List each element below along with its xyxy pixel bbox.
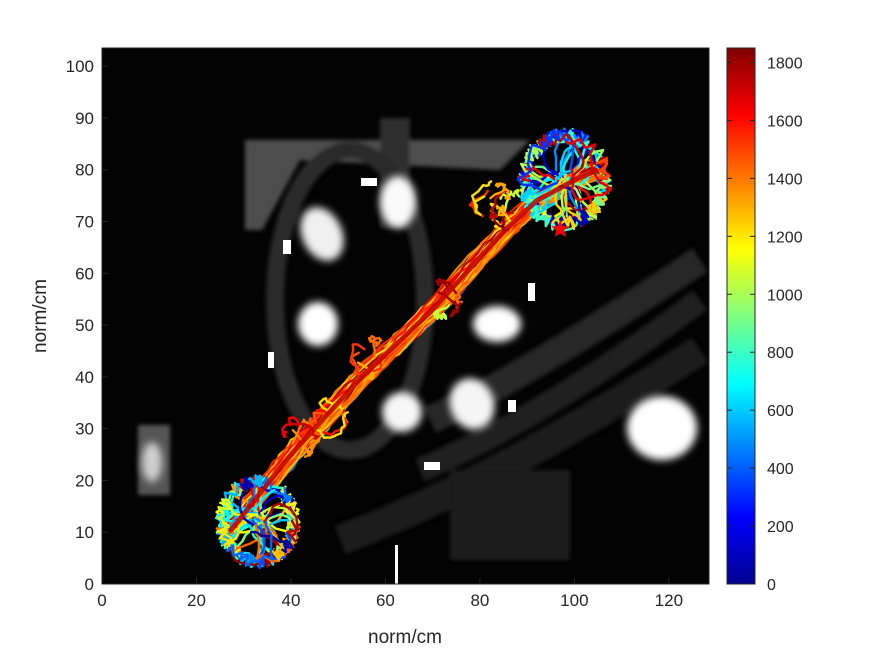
trajectory-segment — [496, 204, 508, 217]
trajectory-segment — [449, 291, 463, 309]
y-axis-label: norm/cm — [30, 279, 51, 353]
x-axis: 0 20 40 60 80 100 120 — [97, 578, 683, 610]
y-tick-label: 40 — [75, 368, 94, 387]
star-marker — [551, 219, 570, 237]
trajectory-segment — [435, 277, 458, 295]
trajectory-segment — [561, 173, 608, 222]
trajectory-segment — [437, 291, 462, 318]
trajectory-segment — [215, 498, 258, 534]
y-tick-label: 0 — [85, 575, 94, 594]
trajectory-segment — [489, 182, 511, 200]
colorbar-tick-label: 1600 — [767, 113, 803, 130]
colorbar-tick-label: 1200 — [767, 229, 803, 246]
colorbar-tick-label: 1000 — [767, 287, 803, 304]
y-tick-label: 80 — [75, 161, 94, 180]
trajectory-core — [227, 167, 600, 534]
colorbar-tick-label: 800 — [767, 345, 794, 362]
trajectory-segment — [281, 416, 305, 442]
trajectory-segment — [254, 524, 291, 563]
y-tick-label: 90 — [75, 109, 94, 128]
y-axis: 0 10 20 30 40 50 60 70 80 90 100 — [66, 57, 108, 594]
trajectory-segment — [564, 137, 613, 202]
trajectory-segment — [226, 520, 274, 567]
trajectory-segment — [367, 335, 383, 358]
colorbar-tick-label: 600 — [767, 403, 794, 420]
colorbar-tick-label: 1800 — [767, 55, 803, 72]
trajectory-segment — [516, 163, 573, 191]
colorbar: 0 200 400 600 800 1000 1200 1400 1600 1800 — [726, 47, 803, 594]
trajectory-segment — [499, 188, 521, 214]
y-tick-label: 30 — [75, 420, 94, 439]
trajectory-segment — [516, 128, 563, 191]
y-tick-label: 50 — [75, 316, 94, 335]
plot-area-frame — [101, 47, 710, 585]
colorbar-gradient — [726, 47, 756, 585]
x-tick-label: 40 — [281, 591, 300, 610]
x-tick-label: 120 — [655, 591, 683, 610]
y-tick-label: 10 — [75, 523, 94, 542]
trajectory-segment — [250, 530, 294, 554]
colorbar-tick-label: 1400 — [767, 171, 803, 188]
x-tick-label: 60 — [376, 591, 395, 610]
trajectory-bundle — [214, 127, 613, 570]
trajectory-segment — [520, 169, 573, 201]
x-tick-label: 20 — [187, 591, 206, 610]
trajectory-segment — [432, 302, 452, 321]
y-tick-label: 60 — [75, 264, 94, 283]
trajectory-segment — [263, 502, 300, 543]
goal-marker — [551, 219, 570, 237]
y-tick-label: 70 — [75, 212, 94, 231]
colorbar-ticks: 0 200 400 600 800 1000 1200 1400 1600 1800 — [727, 55, 803, 594]
trajectory-segment — [318, 397, 349, 424]
x-tick-label: 100 — [560, 591, 588, 610]
colorbar-tick-label: 400 — [767, 461, 794, 478]
trajectory-segment — [569, 182, 613, 206]
y-tick-label: 100 — [66, 57, 94, 76]
trajectory-segment — [238, 476, 255, 527]
colorbar-tick-label: 200 — [767, 519, 794, 536]
x-axis-label: norm/cm — [368, 627, 442, 648]
background-image — [102, 48, 709, 584]
trajectory-segment — [471, 180, 493, 216]
y-tick-label: 20 — [75, 471, 94, 490]
x-tick-label: 0 — [97, 591, 106, 610]
x-tick-label: 80 — [470, 591, 489, 610]
colorbar-tick-label: 0 — [767, 577, 776, 594]
